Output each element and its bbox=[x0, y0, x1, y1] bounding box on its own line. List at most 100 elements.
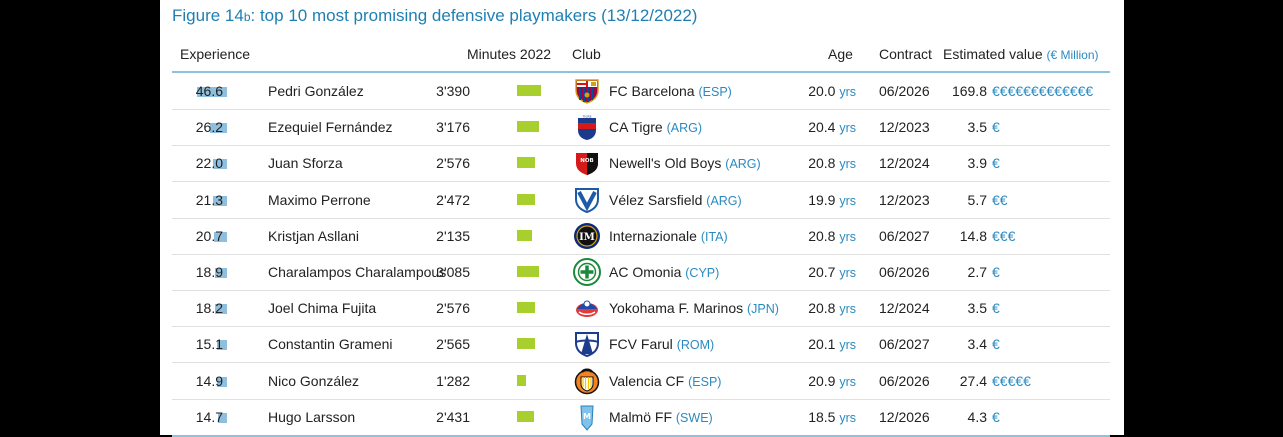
club-cell: Malmö FF (SWE) bbox=[609, 399, 713, 436]
minutes-value: 2'431 bbox=[436, 408, 470, 425]
estimated-value: 27.4 bbox=[959, 372, 987, 389]
ca-tigre-crest-icon bbox=[573, 113, 601, 141]
club-cell: Internazionale (ITA) bbox=[609, 218, 728, 255]
minutes-bar bbox=[517, 229, 532, 241]
figure-subletter: b bbox=[243, 10, 251, 24]
age-unit: yrs bbox=[839, 193, 856, 208]
age-cell: 18.5 yrs bbox=[808, 399, 856, 436]
minutes-value: 1'282 bbox=[436, 372, 470, 389]
table-row: 26.2 Ezequiel Fernández 3'176 CA Tigre (ARG… bbox=[172, 109, 1110, 147]
estimated-value: 3.9 bbox=[967, 155, 987, 172]
estimated-value: 2.7 bbox=[967, 264, 987, 280]
malmo-ff-crest-icon bbox=[573, 403, 601, 431]
value-euro-symbols: €€€€€ bbox=[992, 372, 1031, 389]
experience-bar bbox=[213, 195, 227, 206]
value-euro-symbols: € bbox=[992, 300, 1000, 317]
fc-barcelona-crest-icon bbox=[573, 77, 601, 105]
table-row: 15.1 Constantin Grameni 2'565 FCV Farul (RO… bbox=[172, 326, 1110, 364]
club-country: (ITA) bbox=[700, 229, 728, 244]
age-value: 20.1 bbox=[808, 336, 836, 353]
age-cell: 19.9 yrs bbox=[808, 182, 856, 219]
table-row: 14.7 Hugo Larsson 2'431 Malmö FF (SWE) 18.5 … bbox=[172, 399, 1110, 437]
experience-bar bbox=[217, 376, 227, 387]
experience-value: 46.6 bbox=[195, 83, 223, 99]
experience-value: 22.0 bbox=[195, 155, 223, 172]
fcv-farul-crest-icon bbox=[573, 330, 601, 358]
age-unit: yrs bbox=[839, 157, 856, 172]
estimated-value: 5.7 bbox=[967, 191, 987, 208]
club-cell: Yokohama F. Marinos (JPN) bbox=[609, 290, 779, 327]
age-cell: 20.8 yrs bbox=[808, 290, 856, 327]
table-row: 22.0 Juan Sforza 2'576 Newell's Old Boys (A… bbox=[172, 145, 1110, 183]
minutes-value: 3'176 bbox=[436, 119, 470, 136]
minutes-value: 3'390 bbox=[436, 83, 470, 99]
age-cell: 20.1 yrs bbox=[808, 326, 856, 363]
estimated-value: 3.5 bbox=[967, 119, 987, 136]
experience-value: 14.7 bbox=[195, 408, 223, 425]
experience-value: 26.2 bbox=[195, 119, 223, 136]
age-value: 20.8 bbox=[808, 155, 836, 172]
age-cell: 20.8 yrs bbox=[808, 145, 856, 182]
header-value-unit: (€ Million) bbox=[1046, 48, 1099, 62]
contract-date: 12/2024 bbox=[879, 155, 930, 172]
experience-bar bbox=[210, 123, 227, 134]
age-unit: yrs bbox=[839, 121, 856, 136]
age-value: 20.8 bbox=[808, 227, 836, 244]
experience-bar bbox=[217, 340, 227, 351]
club-cell: AC Omonia (CYP) bbox=[609, 254, 719, 291]
club-country: (ARG) bbox=[666, 121, 703, 136]
value-euro-symbols: € bbox=[992, 336, 1000, 353]
age-cell: 20.7 yrs bbox=[808, 254, 856, 291]
experience-bar bbox=[197, 87, 227, 97]
figure-number: Figure 14 bbox=[172, 6, 244, 25]
club-cell: Valencia CF (ESP) bbox=[609, 363, 721, 400]
experience-bar bbox=[215, 304, 227, 315]
value-euro-symbols: € bbox=[992, 155, 1000, 172]
header-age: Age bbox=[828, 46, 853, 62]
experience-bar bbox=[215, 268, 227, 278]
player-name: Pedri González bbox=[268, 83, 364, 99]
club-name: Malmö FF bbox=[609, 408, 672, 425]
experience-value: 20.7 bbox=[195, 227, 223, 244]
value-euro-symbols: €€€€€€€€€€€€€ bbox=[992, 83, 1094, 99]
value-euro-symbols: €€ bbox=[992, 191, 1008, 208]
header-divider bbox=[172, 71, 1110, 73]
player-name: Charalampos Charalampous bbox=[268, 264, 447, 280]
player-name: Ezequiel Fernández bbox=[268, 119, 393, 136]
age-unit: yrs bbox=[839, 302, 856, 317]
age-value: 19.9 bbox=[808, 191, 836, 208]
header-minutes: Minutes 2022 bbox=[467, 46, 552, 62]
value-euro-symbols: €€€ bbox=[992, 227, 1016, 244]
minutes-bar bbox=[517, 193, 535, 205]
experience-value: 18.9 bbox=[195, 264, 223, 280]
table-row: 14.9 Nico González 1'282 Valencia CF (ESP) 2… bbox=[172, 363, 1110, 400]
experience-value: 18.2 bbox=[195, 300, 223, 317]
contract-date: 06/2026 bbox=[879, 264, 930, 280]
age-value: 20.4 bbox=[808, 119, 836, 136]
club-name: Yokohama F. Marinos bbox=[609, 300, 744, 317]
age-cell: 20.0 yrs bbox=[808, 73, 856, 110]
age-cell: 20.4 yrs bbox=[808, 109, 856, 146]
club-name: FC Barcelona bbox=[609, 83, 695, 99]
club-name: CA Tigre bbox=[609, 119, 663, 136]
player-name: Constantin Grameni bbox=[268, 336, 393, 353]
minutes-bar bbox=[517, 121, 539, 133]
figure-caption: : top 10 most promising defensive playma… bbox=[250, 6, 698, 25]
minutes-value: 2'472 bbox=[436, 191, 470, 208]
club-cell: FC Barcelona (ESP) bbox=[609, 73, 732, 110]
player-name: Hugo Larsson bbox=[268, 408, 356, 425]
club-cell: Vélez Sarsfield (ARG) bbox=[609, 182, 742, 219]
estimated-value: 3.4 bbox=[967, 336, 987, 353]
header-estimated-value: Estimated value (€ Million) bbox=[943, 46, 1099, 62]
age-unit: yrs bbox=[839, 229, 856, 244]
club-country: (ARG) bbox=[706, 193, 742, 208]
minutes-bar bbox=[517, 410, 534, 422]
club-country: (ROM) bbox=[676, 338, 715, 353]
value-euro-symbols: € bbox=[992, 408, 1000, 425]
table-row: 46.6 Pedri González 3'390 FC Barcelona (ESP… bbox=[172, 73, 1110, 110]
estimated-value: 14.8 bbox=[959, 227, 987, 244]
ac-omonia-crest-icon bbox=[573, 258, 601, 286]
club-cell: CA Tigre (ARG) bbox=[609, 109, 702, 146]
minutes-bar bbox=[517, 338, 535, 350]
experience-bar bbox=[213, 159, 227, 170]
